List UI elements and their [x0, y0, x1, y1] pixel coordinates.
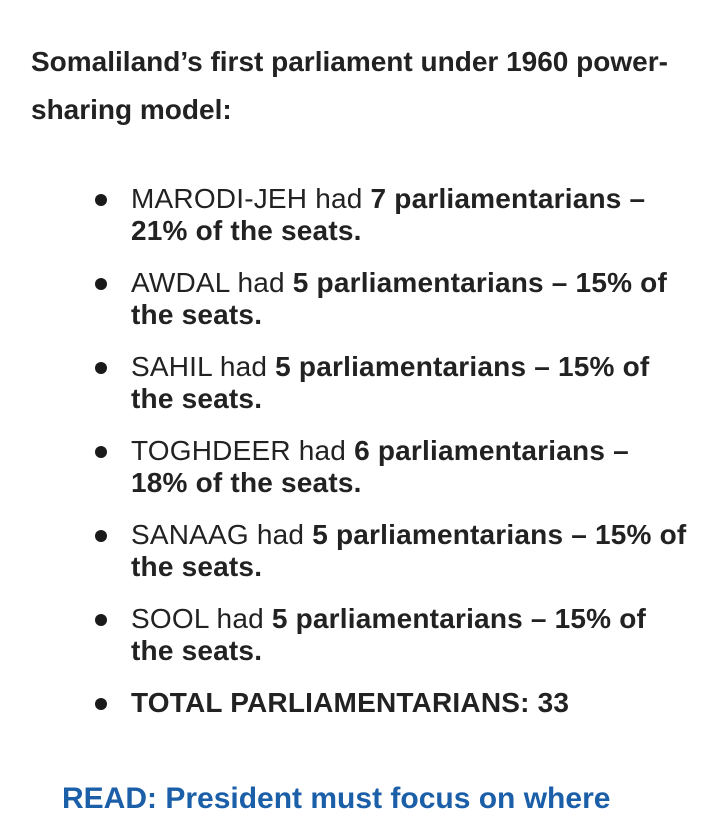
article-body: Somaliland’s first parliament under 1960…: [0, 46, 720, 815]
connector-text: had: [229, 267, 293, 298]
bullet-icon: [95, 446, 107, 458]
seat-detail: 5 parliamentarians – 15% of the seats.: [131, 267, 668, 330]
connector-text: had: [248, 519, 313, 550]
seat-detail: 7 parliamentarians – 21% of the seats.: [131, 183, 646, 246]
region-name: AWDAL: [131, 267, 230, 298]
seat-detail: 5 parliamentarians – 15% of the seats.: [131, 603, 647, 666]
region-name: TOGHDEER: [131, 435, 291, 466]
region-name: MARODI-JEH: [131, 183, 308, 214]
total-parliamentarians: TOTAL PARLIAMENTARIANS: 33: [131, 687, 570, 718]
section-heading: Somaliland’s first parliament under 1960…: [31, 46, 668, 125]
bullet-icon: [95, 194, 107, 206]
seat-detail: 6 parliamentarians – 18% of the seats.: [131, 435, 629, 498]
bullet-icon: [95, 362, 107, 374]
bullet-icon: [95, 698, 107, 710]
list-item: AWDAL had 5 parliamentarians – 15% of th…: [0, 267, 720, 331]
bullet-icon: [95, 530, 107, 542]
bullet-icon: [95, 614, 107, 626]
list-item: SOOL had 5 parliamentarians – 15% of the…: [0, 603, 720, 667]
seat-allocation-list: MARODI-JEH had 7 parliamentarians – 21% …: [0, 183, 720, 739]
connector-text: had: [208, 603, 272, 634]
bullet-icon: [95, 278, 107, 290]
list-item: SAHIL had 5 parliamentarians – 15% of th…: [0, 351, 720, 415]
region-name: SANAAG: [131, 519, 249, 550]
region-name: SAHIL: [131, 351, 212, 382]
seat-detail: 5 parliamentarians – 15% of the seats.: [131, 351, 650, 414]
connector-text: had: [307, 183, 371, 214]
read-more-link[interactable]: READ: President must focus on where: [62, 782, 611, 815]
list-item: MARODI-JEH had 7 parliamentarians – 21% …: [0, 183, 720, 247]
seat-detail: 5 parliamentarians – 15% of the seats.: [131, 519, 687, 582]
connector-text: had: [211, 351, 276, 382]
list-item: TOGHDEER had 6 parliamentarians – 18% of…: [0, 435, 720, 499]
region-name: SOOL: [131, 603, 209, 634]
list-item: SANAAG had 5 parliamentarians – 15% of t…: [0, 519, 720, 583]
list-item-total: TOTAL PARLIAMENTARIANS: 33: [0, 687, 720, 719]
connector-text: had: [290, 435, 355, 466]
